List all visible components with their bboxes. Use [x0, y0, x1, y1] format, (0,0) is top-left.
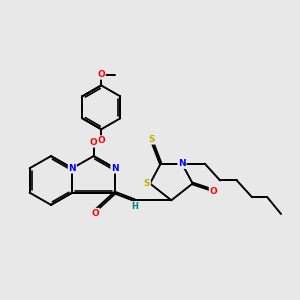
- Text: O: O: [98, 70, 105, 79]
- Text: O: O: [98, 136, 105, 145]
- Text: N: N: [178, 159, 186, 168]
- Text: O: O: [90, 138, 98, 147]
- Text: S: S: [148, 135, 155, 144]
- Text: N: N: [68, 164, 76, 173]
- Text: N: N: [111, 164, 119, 173]
- Text: O: O: [91, 208, 99, 217]
- Text: H: H: [131, 202, 138, 211]
- Text: O: O: [209, 187, 217, 196]
- Text: S: S: [144, 179, 150, 188]
